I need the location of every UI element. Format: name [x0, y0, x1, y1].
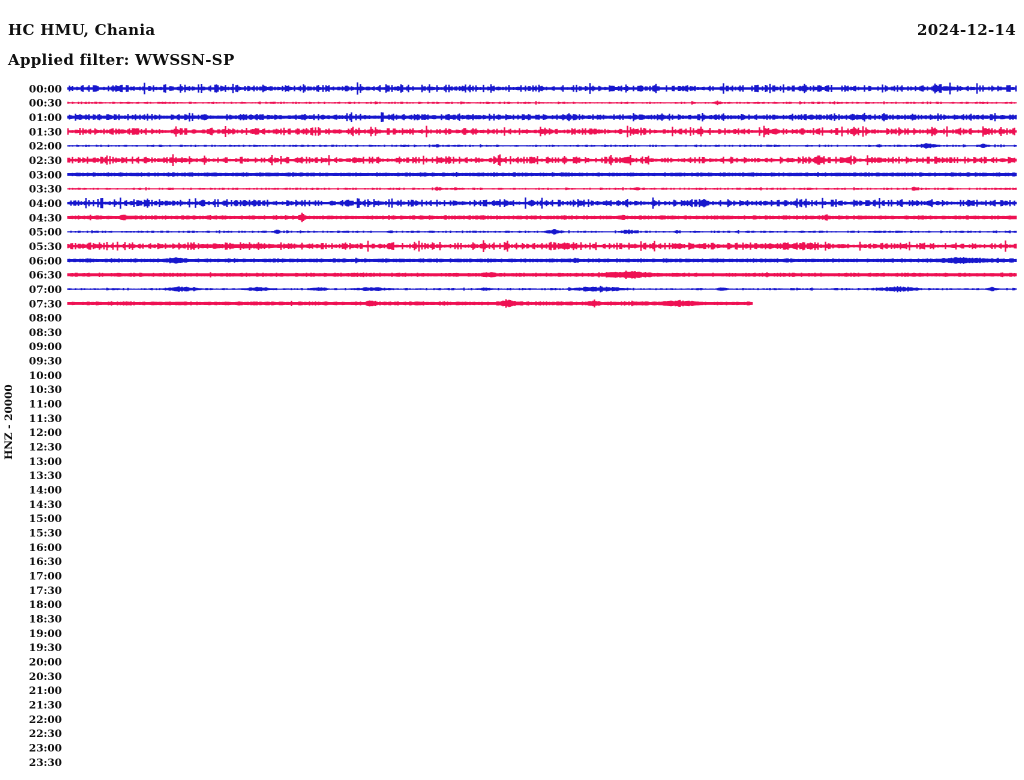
time-label: 10:00 [29, 370, 62, 382]
date-label: 2024-12-14 [917, 21, 1016, 39]
trace-row-0430 [67, 212, 1017, 223]
time-label: 15:30 [29, 528, 62, 540]
time-label: 08:00 [29, 313, 62, 325]
time-label: 23:00 [29, 743, 62, 755]
trace-row-0700 [67, 285, 1017, 293]
applied-filter-label: Applied filter: WWSSN-SP [8, 51, 235, 69]
time-label: 04:00 [29, 198, 62, 210]
time-label: 09:30 [29, 356, 62, 368]
trace-row-0230 [67, 154, 1017, 166]
trace-row-0630 [67, 270, 1017, 279]
time-label: 11:00 [29, 399, 62, 411]
time-label: 23:30 [29, 757, 62, 769]
time-label: 02:30 [29, 155, 62, 167]
time-label: 22:00 [29, 714, 62, 726]
station-title: HC HMU, Chania [8, 21, 156, 39]
time-label: 20:30 [29, 671, 62, 683]
time-label: 12:00 [29, 427, 62, 439]
time-label: 22:30 [29, 728, 62, 740]
time-label: 16:00 [29, 542, 62, 554]
time-label: 13:30 [29, 470, 62, 482]
time-label: 19:30 [29, 642, 62, 654]
time-label: 18:00 [29, 599, 62, 611]
time-label: 08:30 [29, 327, 62, 339]
trace-row-0600 [67, 257, 1017, 264]
time-label: 19:00 [29, 628, 62, 640]
time-label: 00:30 [29, 98, 62, 110]
trace-row-0300 [67, 172, 1017, 177]
trace-row-0730 [67, 299, 753, 308]
trace-row-0200 [67, 143, 1017, 149]
time-label: 20:00 [29, 657, 62, 669]
time-label: 10:30 [29, 384, 62, 396]
time-label: 21:00 [29, 685, 62, 697]
time-label: 06:30 [29, 270, 62, 282]
trace-row-0000 [67, 82, 1017, 95]
time-label: 04:30 [29, 212, 62, 224]
time-label: 12:30 [29, 442, 62, 454]
time-label: 17:30 [29, 585, 62, 597]
time-label: 18:30 [29, 614, 62, 626]
time-label: 01:00 [29, 112, 62, 124]
trace-row-0500 [67, 229, 1017, 235]
time-label: 13:00 [29, 456, 62, 468]
time-label: 02:00 [29, 141, 62, 153]
time-label: 01:30 [29, 126, 62, 138]
time-label: 14:00 [29, 485, 62, 497]
time-label: 21:30 [29, 700, 62, 712]
time-label: 16:30 [29, 556, 62, 568]
time-label: 07:00 [29, 284, 62, 296]
channel-gain-axis-label: HNZ - 20000 [3, 384, 15, 459]
time-label: 03:30 [29, 184, 62, 196]
time-label: 09:00 [29, 341, 62, 353]
time-label: 05:30 [29, 241, 62, 253]
time-label: 07:30 [29, 298, 62, 310]
time-label: 05:00 [29, 227, 62, 239]
time-label: 17:00 [29, 571, 62, 583]
trace-row-0330 [67, 186, 1017, 191]
time-label: 03:00 [29, 169, 62, 181]
trace-row-0100 [67, 112, 1017, 122]
trace-row-0030 [67, 100, 1017, 106]
time-label: 11:30 [29, 413, 62, 425]
trace-row-0530 [67, 240, 1017, 252]
time-label: 06:00 [29, 255, 62, 267]
trace-row-0400 [67, 197, 1017, 209]
time-label: 14:30 [29, 499, 62, 511]
trace-row-0130 [67, 125, 1017, 138]
time-label: 15:00 [29, 513, 62, 525]
time-label: 00:00 [29, 83, 62, 95]
